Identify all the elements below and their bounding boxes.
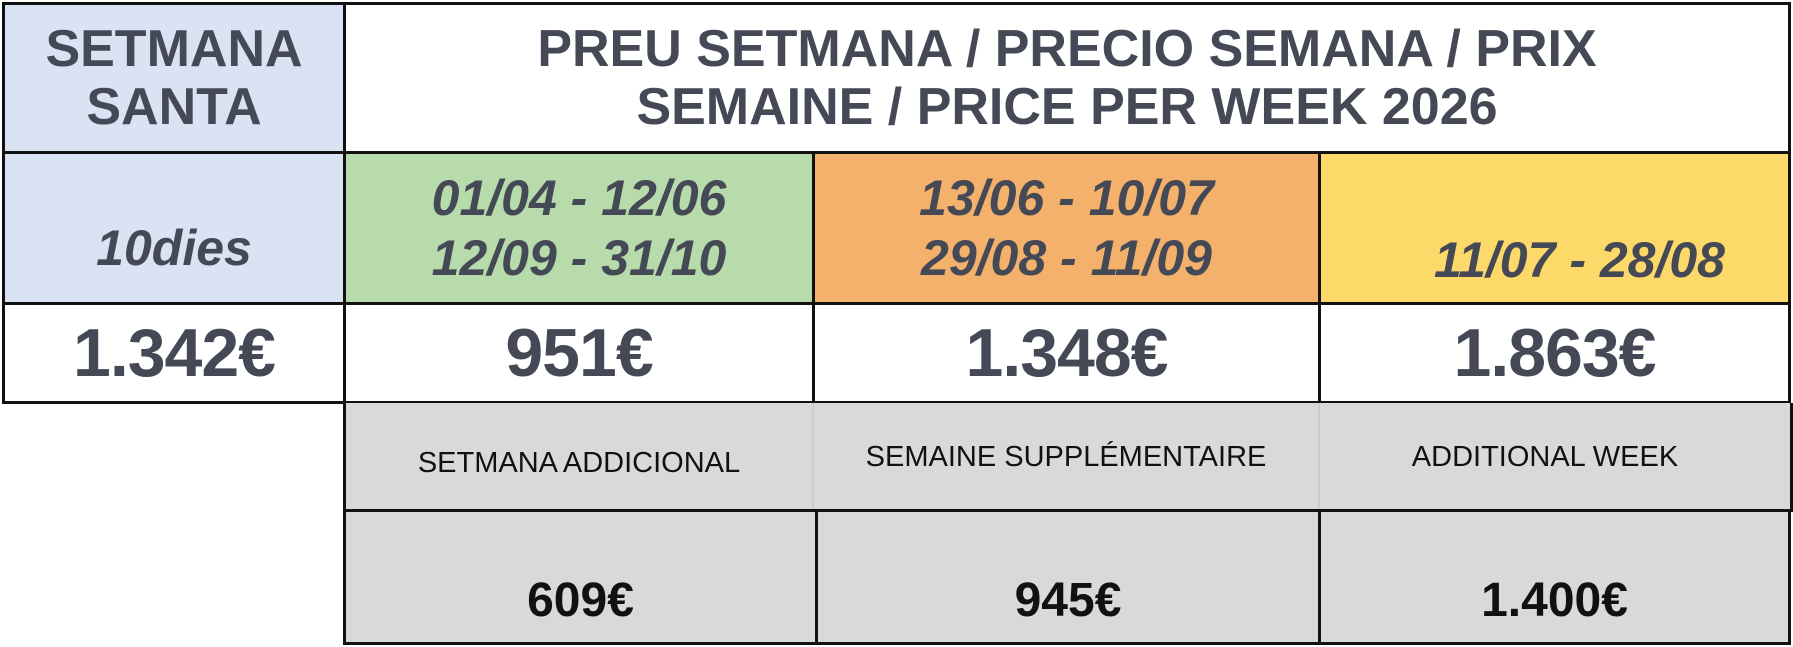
setmana-santa-title: SETMANA SANTA: [2, 2, 346, 154]
season-mid-price: 1.348€: [812, 302, 1321, 404]
season-mid-dates: 13/06 - 10/07 29/08 - 11/09: [812, 151, 1321, 305]
dates-line: 11/07 - 28/08: [1434, 232, 1725, 288]
season-high-dates: 11/07 - 28/08: [1318, 151, 1791, 305]
additional-week-label-fr: SEMAINE SUPPLÉMENTAIRE: [812, 403, 1318, 512]
dates-line: 01/04 - 12/06: [431, 170, 727, 226]
season-high-price: 1.863€: [1318, 302, 1791, 404]
dates-line: 29/08 - 11/09: [921, 230, 1212, 286]
dates-line: 12/09 - 31/10: [431, 230, 727, 286]
dates-line: 13/06 - 10/07: [919, 170, 1214, 226]
additional-week-price-low: 609€: [343, 509, 818, 645]
season-low-price: 951€: [343, 302, 815, 404]
additional-week-price-mid: 945€: [815, 509, 1321, 645]
setmana-santa-price: 1.342€: [2, 302, 346, 404]
price-per-week-title: PREU SETMANA / PRECIO SEMANA / PRIX SEMA…: [343, 2, 1791, 154]
season-low-dates: 01/04 - 12/06 12/09 - 31/10: [343, 151, 815, 305]
setmana-santa-duration: 10dies: [2, 151, 346, 305]
additional-week-label-ca: SETMANA ADDICIONAL: [343, 403, 812, 512]
additional-week-label-en: ADDITIONAL WEEK: [1318, 403, 1793, 512]
additional-week-price-high: 1.400€: [1318, 509, 1791, 645]
